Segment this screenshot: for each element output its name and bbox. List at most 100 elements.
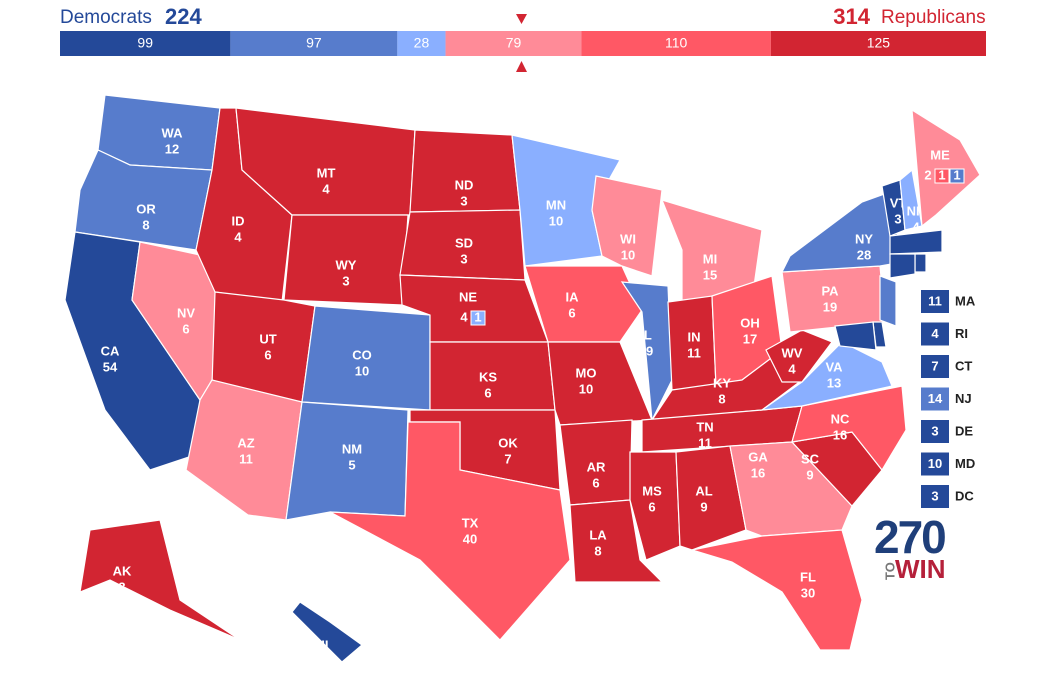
- side-abbr: MA: [955, 293, 976, 308]
- state-ev: 30: [801, 585, 815, 600]
- bar-segment: [581, 31, 771, 56]
- state-ev: 6: [264, 347, 271, 362]
- state-ev: 4: [788, 361, 796, 376]
- state-ev: 17: [743, 331, 757, 346]
- state-abbr: CA: [101, 343, 120, 358]
- side-ev: 10: [928, 456, 942, 471]
- district-box: [949, 168, 965, 184]
- state: [791, 385, 907, 472]
- state-ev: 3: [118, 579, 125, 594]
- state-ev: 11: [239, 451, 253, 466]
- state-abbr: AL: [695, 483, 712, 498]
- state-ev: 54: [103, 359, 118, 374]
- dem-label: Democrats: [60, 7, 152, 28]
- state: [780, 191, 903, 273]
- dem-total: 224: [165, 4, 202, 29]
- state-ev: 10: [355, 363, 369, 378]
- state-ev: 6: [648, 499, 655, 514]
- district-ev: 1: [938, 167, 945, 182]
- side-abbr: DC: [955, 488, 974, 503]
- state-abbr: IL: [640, 327, 652, 342]
- state-abbr: MN: [546, 197, 566, 212]
- state-abbr: NC: [831, 411, 850, 426]
- state-ev: 4: [912, 219, 920, 234]
- state-abbr: FL: [800, 569, 816, 584]
- side-abbr: MD: [955, 456, 975, 471]
- state-abbr: MS: [642, 483, 662, 498]
- state-ev: 28: [857, 247, 871, 262]
- state: [569, 499, 664, 583]
- state-ev: 10: [621, 247, 635, 262]
- small-state-list: 11 MA 4 RI 7 CT 14 NJ 3 DE 10 MD 3 DC: [921, 290, 976, 508]
- state: [620, 281, 673, 423]
- side-box: [921, 322, 949, 346]
- state-abbr: ND: [455, 177, 474, 192]
- state-ev: 9: [806, 467, 813, 482]
- state: [629, 451, 681, 561]
- side-ev: 3: [931, 488, 938, 503]
- state-ev: 6: [484, 385, 491, 400]
- state-ev: 12: [165, 141, 179, 156]
- bar-segment: [230, 31, 398, 56]
- state-abbr: AK: [113, 563, 132, 578]
- logo-word: WIN: [895, 554, 946, 584]
- state-abbr: MT: [317, 165, 336, 180]
- side-ev: 4: [931, 326, 939, 341]
- state: [765, 329, 833, 383]
- logo: 270 TO WIN: [874, 511, 947, 584]
- side-abbr: DE: [955, 423, 973, 438]
- state-ev: 11: [687, 345, 701, 360]
- state-abbr: PA: [821, 283, 839, 298]
- state-abbr: ME: [930, 147, 950, 162]
- side-box: [921, 290, 949, 313]
- side-ev: 11: [928, 293, 942, 308]
- state-abbr: AR: [587, 459, 606, 474]
- state: [675, 445, 747, 551]
- state: [524, 265, 643, 343]
- state-ev: 3: [342, 273, 349, 288]
- state-ev: 3: [460, 193, 467, 208]
- state-ev: 9: [700, 499, 707, 514]
- state-ev: 10: [579, 381, 593, 396]
- state-abbr: GA: [748, 449, 768, 464]
- bar-segment: [770, 31, 986, 56]
- state-abbr: WY: [336, 257, 357, 272]
- midpoint-arrow: [516, 61, 527, 72]
- state-abbr: NE: [459, 289, 477, 304]
- district-ev: 1: [953, 167, 960, 182]
- bar-value: 99: [137, 35, 153, 51]
- state-ev: 6: [182, 321, 189, 336]
- state-ev: 5: [348, 457, 355, 472]
- state-ev: 4: [234, 229, 242, 244]
- state-abbr: TX: [462, 515, 479, 530]
- side-abbr: NJ: [955, 391, 972, 406]
- state-abbr: NV: [177, 305, 195, 320]
- state: [547, 341, 653, 426]
- bar-value: 79: [506, 35, 522, 51]
- side-box: [921, 485, 949, 508]
- state-abbr: IA: [566, 289, 580, 304]
- state-ev: 2: [924, 167, 931, 182]
- side-abbr: CT: [955, 358, 972, 373]
- state-ev: 19: [639, 343, 653, 358]
- side-ev: 3: [931, 423, 938, 438]
- state: [889, 229, 943, 255]
- side-box: [921, 420, 949, 443]
- tally-bar: 99 97 28 79 110 125: [60, 31, 986, 56]
- state-abbr: OK: [498, 435, 518, 450]
- state-ev: 11: [698, 435, 712, 450]
- state-abbr: VA: [825, 359, 843, 374]
- state-ev: 4: [460, 309, 468, 324]
- state-abbr: MI: [703, 251, 717, 266]
- side-abbr: RI: [955, 326, 968, 341]
- side-box: [921, 452, 949, 476]
- state-abbr: TN: [696, 419, 713, 434]
- logo-number: 270: [874, 511, 945, 563]
- state-ev: 8: [718, 391, 725, 406]
- state-abbr: KY: [713, 375, 731, 390]
- bar-segment: [397, 31, 446, 56]
- state: [329, 421, 571, 641]
- state: [914, 253, 927, 273]
- state-abbr: WI: [620, 231, 636, 246]
- state-abbr: KS: [479, 369, 497, 384]
